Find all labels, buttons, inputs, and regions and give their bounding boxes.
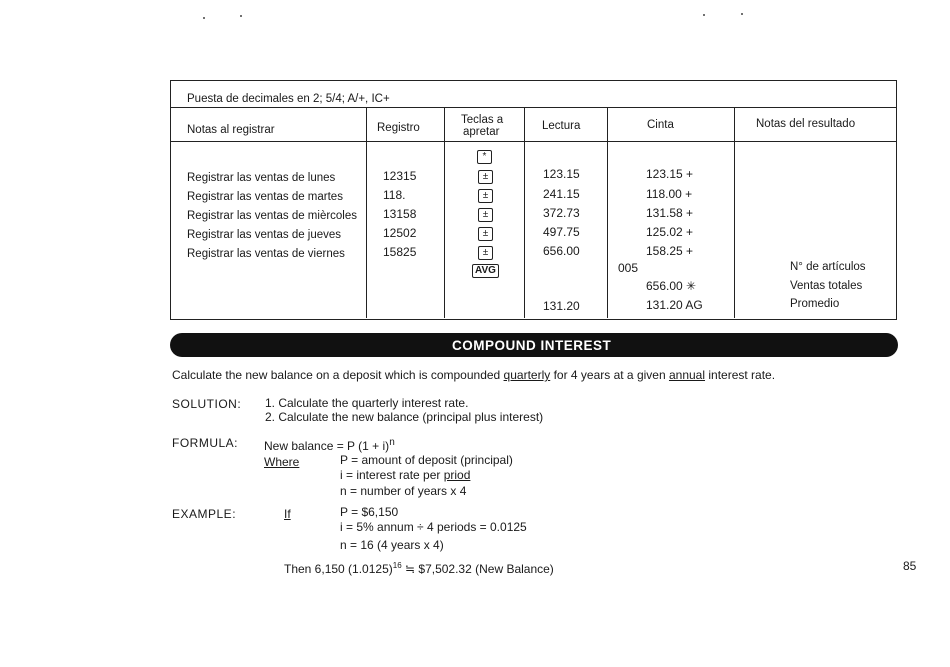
row-tape: 125.02 + xyxy=(646,225,694,239)
row-note: Registrar las ventas de martes xyxy=(187,191,343,203)
section-banner: COMPOUND INTEREST xyxy=(170,333,898,357)
plus-minus-key-icon: ± xyxy=(478,227,493,241)
example-label: EXAMPLE: xyxy=(172,507,237,521)
formula-where: Where xyxy=(264,455,300,469)
row-tape: 131.58 + xyxy=(646,206,694,220)
plus-minus-key-icon: ± xyxy=(478,208,493,222)
row-reading: 656.00 xyxy=(543,244,580,258)
formula-def-i: i = interest rate per priod xyxy=(340,468,471,482)
solution-label: SOLUTION: xyxy=(172,397,242,411)
example-p: P = $6,150 xyxy=(340,505,399,519)
header-keys-2: apretar xyxy=(463,126,500,138)
example-n: n = 16 (4 years x 4) xyxy=(340,538,444,552)
row-entry: 15825 xyxy=(383,245,417,259)
plus-minus-key-icon: ± xyxy=(478,170,493,184)
row-note: Registrar las ventas de lunes xyxy=(187,172,336,184)
example-result: Then 6,150 (1.0125)16 ≒ $7,502.32 (New B… xyxy=(284,561,554,576)
example-i: i = 5% annum ÷ 4 periods = 0.0125 xyxy=(340,520,527,534)
reading-average: 131.20 xyxy=(543,299,580,313)
formula-label: FORMULA: xyxy=(172,436,239,450)
header-keys-1: Teclas a xyxy=(461,114,504,126)
result-note-average: Promedio xyxy=(790,298,840,310)
star-key-icon: * xyxy=(477,150,492,164)
row-reading: 372.73 xyxy=(543,206,580,220)
row-reading: 497.75 xyxy=(543,225,580,239)
row-note: Registrar las ventas de jueves xyxy=(187,229,342,241)
result-note-count: N° de artículos xyxy=(790,261,866,273)
header-notes: Notas al registrar xyxy=(187,124,275,136)
page-number: 85 xyxy=(903,559,917,573)
header-tape: Cinta xyxy=(647,119,674,131)
header-reading: Lectura xyxy=(542,120,581,132)
row-entry: 118. xyxy=(383,188,406,202)
plus-minus-key-icon: ± xyxy=(478,246,493,260)
tape-count: 005 xyxy=(618,261,639,275)
example-if: If xyxy=(284,507,291,521)
decimal-setting: Puesta de decimales en 2; 5/4; A/+, IC+ xyxy=(187,93,390,105)
result-note-total: Ventas totales xyxy=(790,280,863,292)
row-reading: 241.15 xyxy=(543,187,580,201)
avg-key-icon: AVG xyxy=(472,264,499,278)
header-entry: Registro xyxy=(377,122,420,134)
row-entry: 12315 xyxy=(383,169,417,183)
tape-total: 656.00 ✳ xyxy=(646,279,697,293)
formula-def-p: P = amount of deposit (principal) xyxy=(340,453,513,467)
row-note: Registrar las ventas de mièrcoles xyxy=(187,210,358,222)
section-title: COMPOUND INTEREST xyxy=(452,338,612,353)
intro-text: Calculate the new balance on a deposit w… xyxy=(172,368,776,382)
row-entry: 12502 xyxy=(383,226,417,240)
row-tape: 118.00 + xyxy=(646,187,693,201)
formula-def-n: n = number of years x 4 xyxy=(340,484,467,498)
header-result-notes: Notas del resultado xyxy=(756,118,856,130)
plus-minus-key-icon: ± xyxy=(478,189,493,203)
row-reading: 123.15 xyxy=(543,167,580,181)
tape-average: 131.20 AG xyxy=(646,298,703,312)
row-note: Registrar las ventas de viernes xyxy=(187,248,345,260)
row-entry: 13158 xyxy=(383,207,417,221)
row-tape: 123.15 + xyxy=(646,167,694,181)
solution-step-1: 1. Calculate the quarterly interest rate… xyxy=(265,396,469,410)
solution-step-2: 2. Calculate the new balance (principal … xyxy=(265,410,544,424)
formula-expression: New balance = P (1 + i)n xyxy=(264,437,395,453)
row-tape: 158.25 + xyxy=(646,244,694,258)
